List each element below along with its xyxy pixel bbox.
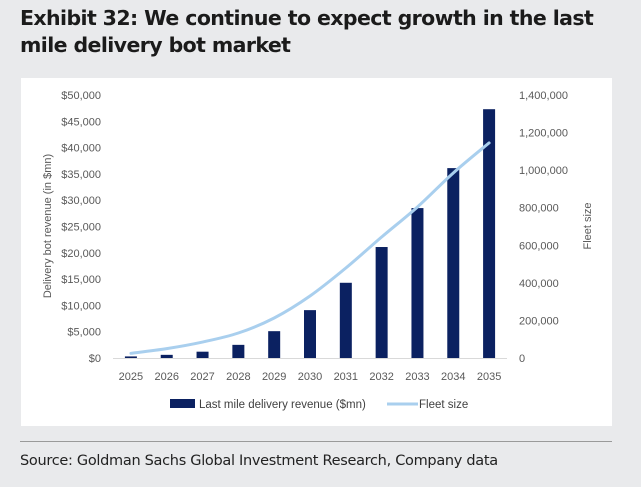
legend: Last mile delivery revenue ($mn) Fleet s… [170, 399, 468, 411]
revenue-bar [447, 168, 460, 358]
revenue-bar [375, 247, 388, 358]
x-tick-label: 2028 [226, 371, 250, 383]
left-axis-ticks: $0 $5,000 $10,000 $15,000 $20,000 $25,000 $30,… [61, 90, 101, 365]
revenue-bar [232, 344, 245, 358]
chart-panel [21, 78, 612, 426]
revenue-bar [339, 282, 352, 358]
left-tick-label: $0 [89, 353, 101, 365]
right-tick-label: 200,000 [519, 315, 559, 327]
left-tick-label: $20,000 [61, 248, 101, 260]
revenue-bar [304, 310, 316, 358]
left-tick-label: $35,000 [61, 169, 101, 181]
right-tick-label: 1,000,000 [519, 165, 568, 177]
revenue-bar [411, 208, 424, 358]
revenue-bar [160, 354, 173, 358]
x-tick-label: 2031 [334, 371, 358, 383]
x-tick-label: 2035 [477, 371, 501, 383]
left-axis-title: Delivery bot revenue (in $mn) [42, 154, 54, 298]
revenue-bar [196, 351, 209, 358]
right-tick-label: 400,000 [519, 278, 559, 290]
left-tick-label: $30,000 [61, 195, 101, 207]
legend-swatch-revenue [170, 399, 195, 408]
x-tick-label: 2032 [369, 371, 393, 383]
x-tick-label: 2026 [154, 371, 178, 383]
revenue-bar [124, 356, 137, 358]
left-tick-label: $5,000 [67, 327, 101, 339]
right-axis-title: Fleet size [582, 202, 594, 249]
left-tick-label: $10,000 [61, 300, 101, 312]
left-tick-label: $50,000 [61, 90, 101, 102]
source-note: Source: Goldman Sachs Global Investment … [20, 453, 498, 469]
left-tick-label: $40,000 [61, 143, 101, 155]
right-axis-ticks: 0 200,000 400,000 600,000 800,000 1,000,000 1,… [519, 90, 568, 365]
x-tick-label: 2030 [298, 371, 322, 383]
right-tick-label: 1,400,000 [519, 90, 568, 102]
fleet-size-line [129, 141, 491, 355]
x-tick-label: 2033 [405, 371, 429, 383]
right-tick-label: 600,000 [519, 240, 559, 252]
x-axis-ticks: 2025 2026 2027 2028 2029 2030 2031 2032 2033 2034… [119, 371, 502, 383]
legend-label-revenue: Last mile delivery revenue ($mn) [199, 399, 366, 411]
x-tick-label: 2027 [190, 371, 214, 383]
x-tick-label: 2025 [119, 371, 143, 383]
legend-label-fleet: Fleet size [419, 399, 468, 411]
x-tick-label: 2034 [441, 371, 465, 383]
right-tick-label: 1,200,000 [519, 128, 568, 140]
revenue-bar [268, 331, 281, 358]
divider [20, 441, 612, 442]
left-tick-label: $25,000 [61, 222, 101, 234]
left-tick-label: $45,000 [61, 116, 101, 128]
revenue-bar [483, 109, 496, 359]
right-tick-label: 800,000 [519, 203, 559, 215]
revenue-bars [124, 109, 496, 359]
left-tick-label: $15,000 [61, 274, 101, 286]
exhibit-title: Exhibit 32: We continue to expect growth… [20, 6, 594, 57]
x-tick-label: 2029 [262, 371, 286, 383]
right-tick-label: 0 [519, 353, 525, 365]
